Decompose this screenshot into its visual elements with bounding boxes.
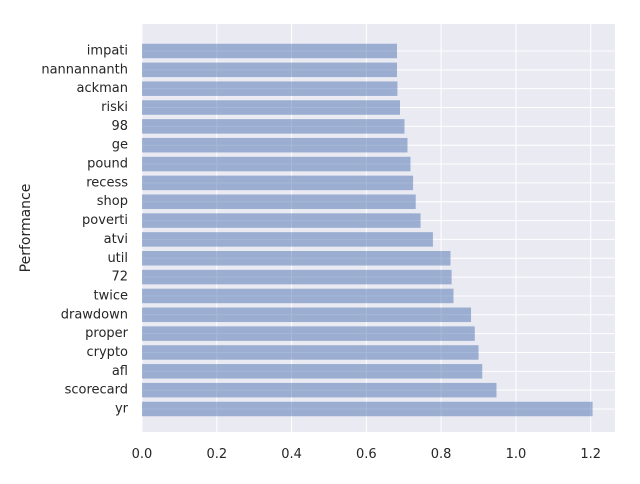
y-tick-label: drawdown (61, 307, 128, 322)
x-tick-label: 0.0 (132, 447, 153, 462)
bar-98 (142, 119, 405, 134)
bar-crypto (142, 345, 479, 360)
bar-poverti (142, 213, 421, 228)
y-tick-label: riski (101, 100, 128, 115)
bar-ackman (142, 81, 398, 96)
y-tick-label: ackman (76, 81, 128, 96)
y-tick-label: scorecard (65, 383, 128, 398)
y-tick-label: recess (86, 175, 128, 190)
bar-proper (142, 326, 475, 341)
bar-impati (142, 43, 398, 59)
x-tick-label: 0.2 (206, 447, 227, 462)
bar-twice (142, 288, 454, 304)
bar-pound (142, 156, 411, 172)
bar-72 (142, 269, 452, 285)
y-tick-label: nannannanth (41, 62, 128, 77)
y-tick-label: 72 (111, 270, 128, 285)
bar-scorecard (142, 382, 497, 398)
y-tick-label: atvi (104, 232, 128, 247)
y-axis-label: Performance (18, 184, 34, 273)
x-tick-label: 0.6 (356, 447, 377, 462)
y-tick-label: crypto (87, 345, 129, 360)
bar-drawdown (142, 307, 472, 323)
bar-nannannanth (142, 62, 398, 78)
y-tick-label: util (107, 251, 128, 266)
x-tick-label: 1.2 (580, 447, 601, 462)
bars (142, 43, 593, 417)
y-tick-label: impati (87, 44, 128, 59)
y-tick-label: shop (97, 194, 128, 209)
bar-yr (142, 401, 593, 417)
y-tick-label: pound (87, 157, 128, 172)
x-tick-label: 0.4 (281, 447, 302, 462)
x-tick-labels: 0.0 0.2 0.4 0.6 0.8 1.0 1.2 (132, 447, 601, 462)
y-tick-label: afl (112, 364, 128, 379)
bar-afl (142, 364, 483, 379)
y-tick-label: twice (94, 288, 129, 303)
bar-atvi (142, 232, 433, 247)
bar-recess (142, 175, 414, 191)
bar-shop (142, 194, 416, 209)
y-tick-label: 98 (111, 119, 128, 134)
bar-ge (142, 137, 408, 153)
x-tick-label: 1.0 (506, 447, 527, 462)
y-tick-label: poverti (82, 213, 128, 228)
bar-riski (142, 100, 400, 115)
x-tick-label: 0.8 (431, 447, 452, 462)
y-tick-labels: yr scorecard afl crypto proper drawdown twice 7… (41, 44, 128, 417)
y-tick-label: ge (112, 138, 128, 153)
y-tick-label: proper (85, 326, 129, 341)
y-tick-label: yr (115, 402, 129, 417)
bar-util (142, 251, 451, 266)
